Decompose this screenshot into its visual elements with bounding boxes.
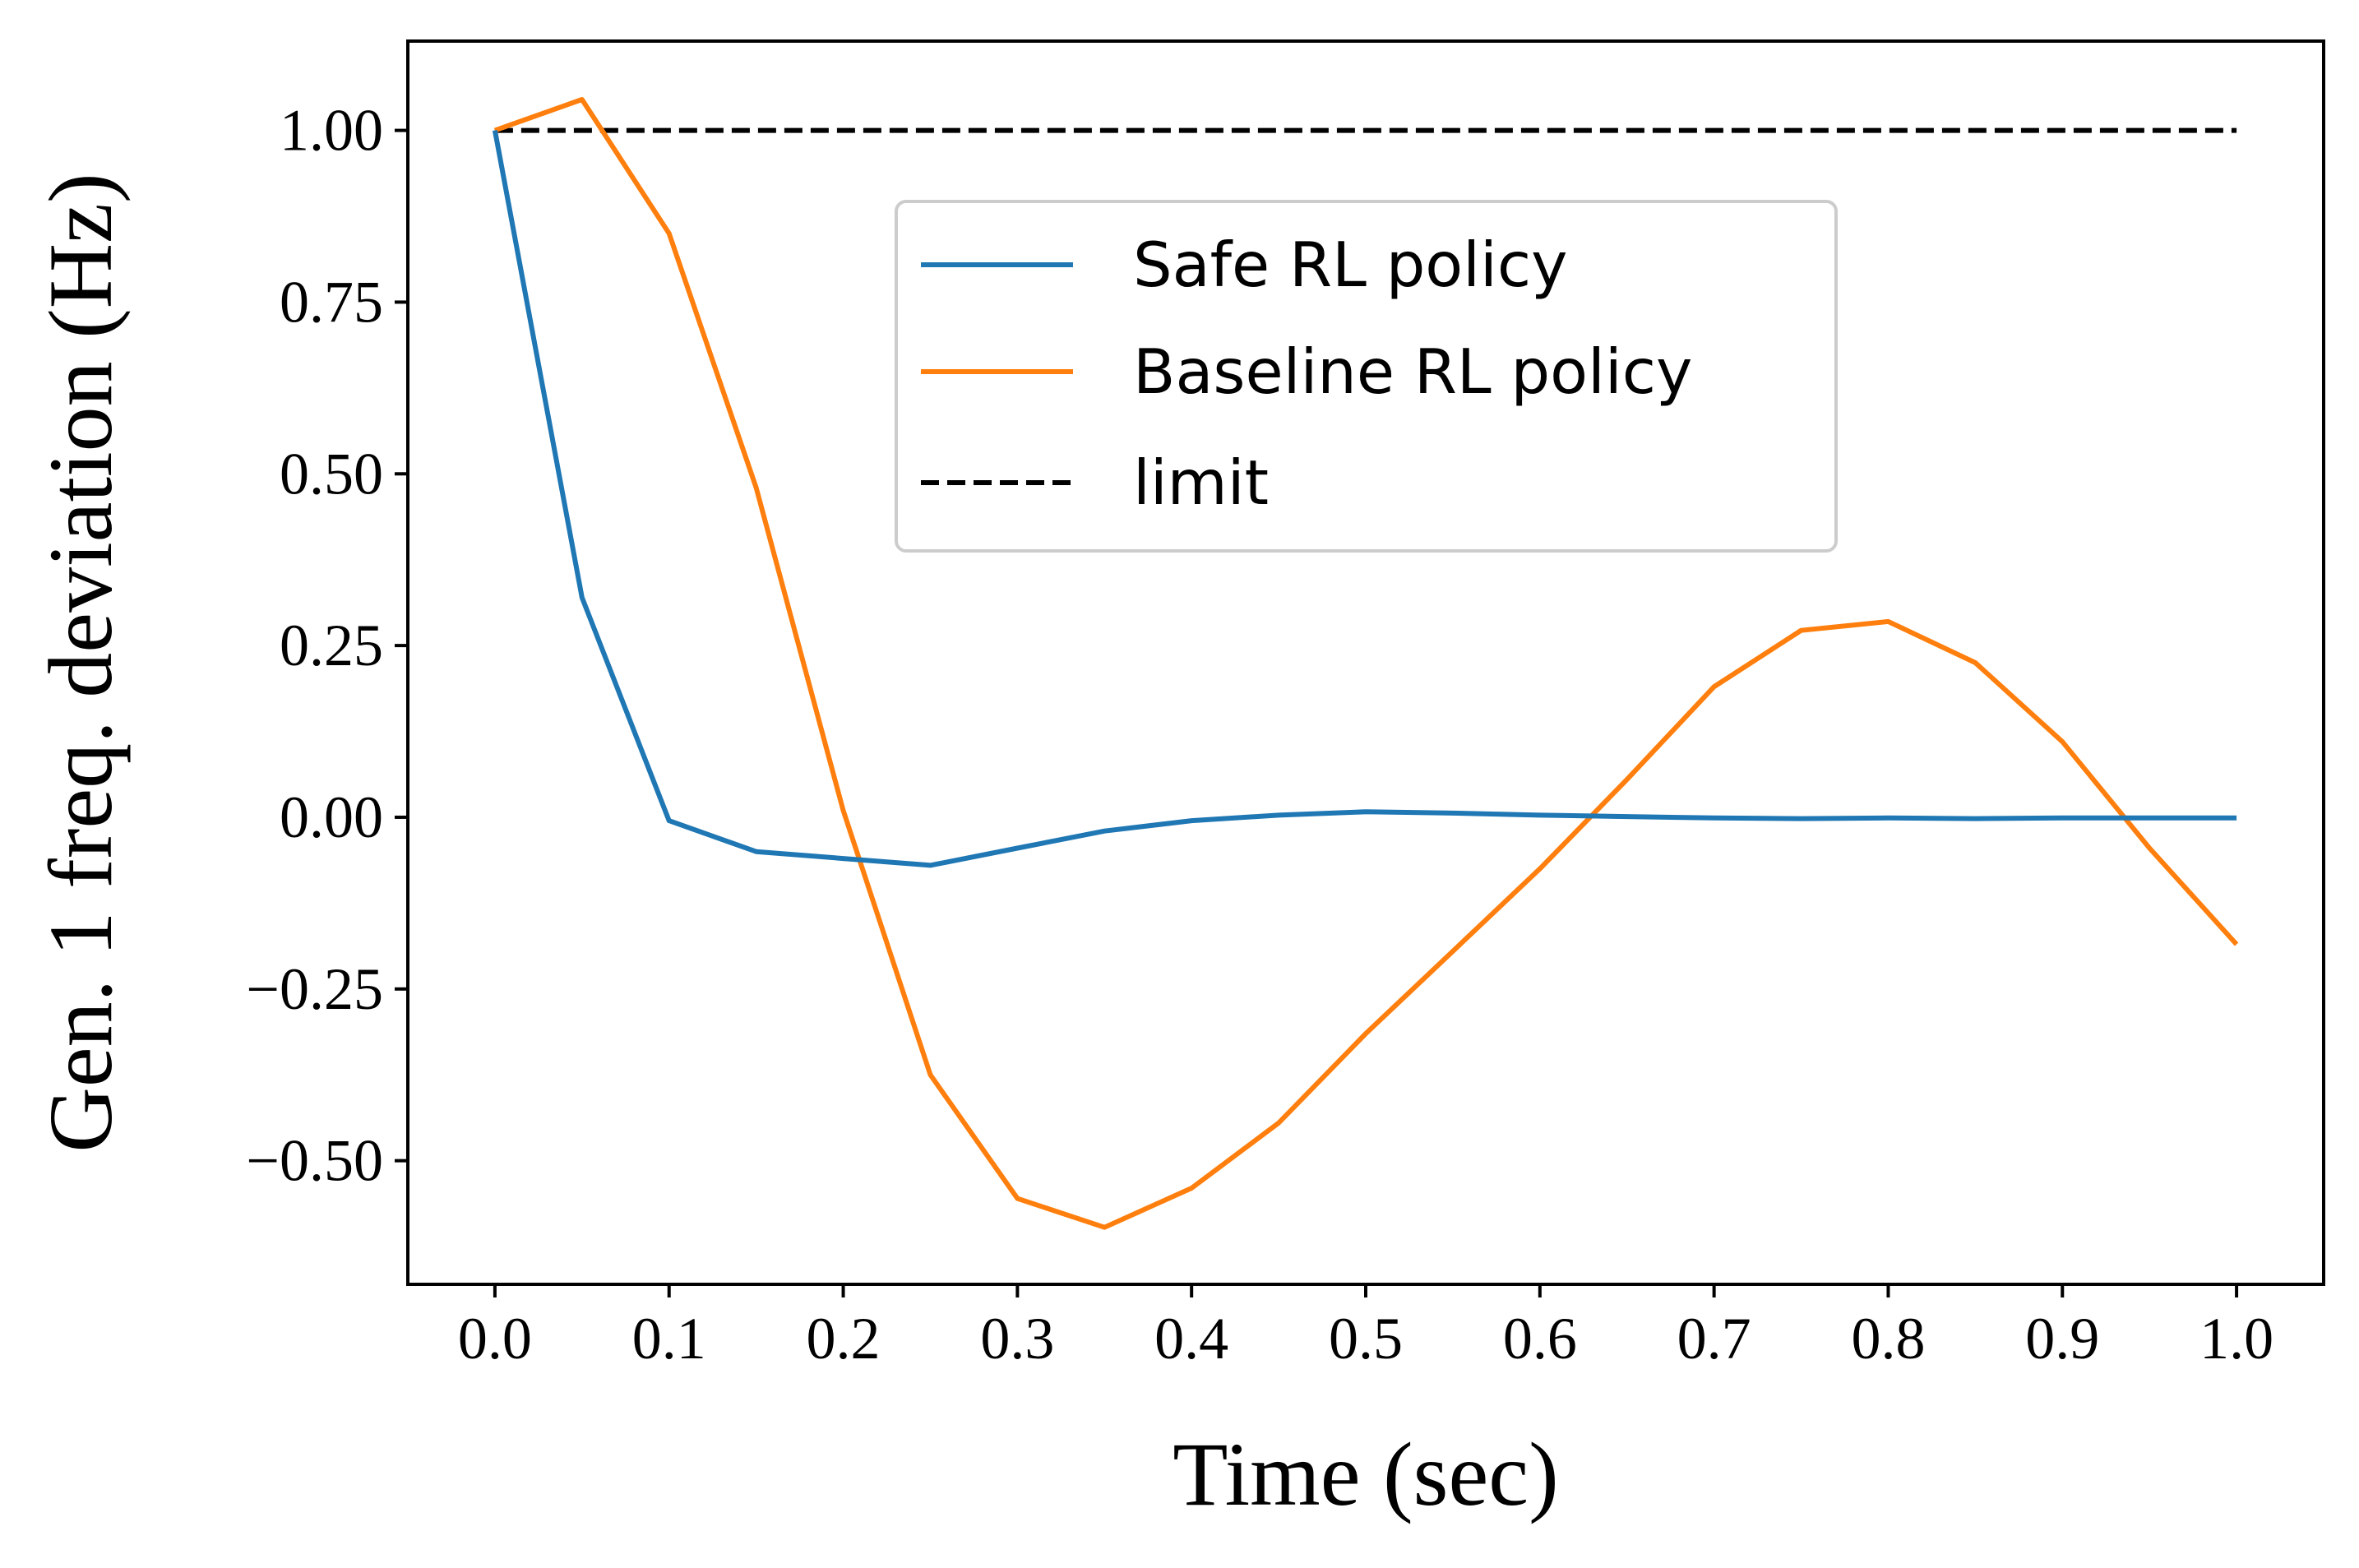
y-tick-label: 0.00 — [280, 784, 383, 850]
x-tick-label: 0.0 — [458, 1306, 532, 1371]
legend-label-safe-rl: Safe RL policy — [1133, 229, 1567, 301]
y-axis-title: Gen. 1 freq. deviation (Hz) — [30, 173, 131, 1152]
legend: Safe RL policy Baseline RL policy limit — [895, 200, 1838, 553]
x-tick-label: 0.9 — [2025, 1306, 2099, 1371]
x-tick-label: 1.0 — [2199, 1306, 2273, 1371]
y-tick-label: −0.50 — [246, 1128, 383, 1194]
x-tick-label: 0.7 — [1677, 1306, 1751, 1371]
y-tick-label: −0.25 — [246, 956, 383, 1022]
y-axis: 1.00 0.75 0.50 0.25 0.00 −0.25 −0.50 — [246, 98, 408, 1194]
x-tick-label: 0.3 — [980, 1306, 1054, 1371]
safe-rl-policy-line — [492, 130, 2237, 868]
x-tick-label: 0.6 — [1503, 1306, 1577, 1371]
y-tick-label: 0.75 — [280, 269, 383, 335]
y-tick-label: 0.50 — [280, 441, 383, 506]
y-tick-label: 1.00 — [280, 98, 383, 164]
series-layer — [492, 97, 2239, 1230]
x-tick-label: 0.2 — [807, 1306, 881, 1371]
legend-label-limit: limit — [1133, 446, 1269, 519]
x-tick-label: 0.8 — [1851, 1306, 1925, 1371]
baseline-rl-policy-line — [493, 97, 2239, 1230]
x-tick-label: 0.1 — [632, 1306, 706, 1371]
x-axis: 0.0 0.1 0.2 0.3 0.4 0.5 0.6 0.7 0.8 0.9 1.0 — [458, 1284, 2273, 1371]
x-tick-label: 0.5 — [1329, 1306, 1403, 1371]
x-tick-label: 0.4 — [1154, 1306, 1228, 1371]
legend-box — [895, 200, 1838, 553]
legend-label-baseline-rl: Baseline RL policy — [1133, 335, 1692, 408]
y-tick-label: 0.25 — [280, 613, 383, 678]
x-axis-title: Time (sec) — [1173, 1424, 1559, 1524]
